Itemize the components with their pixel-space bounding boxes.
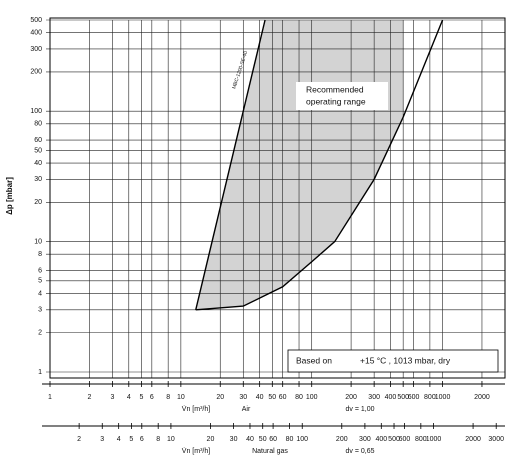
y-tick-label: 400 xyxy=(30,29,42,36)
x-tick-label: 4 xyxy=(127,394,131,401)
x-tick-label: 800 xyxy=(424,394,436,401)
conditions: +15 °C , 1013 mbar, dry xyxy=(360,355,451,365)
x-tick-label: 20 xyxy=(216,394,224,401)
x2-tick-label: 300 xyxy=(359,436,371,443)
y-tick-label: 500 xyxy=(30,17,42,24)
range-label: operating range xyxy=(306,96,366,106)
x-tick-label: 10 xyxy=(177,394,185,401)
plot-frame xyxy=(49,17,506,379)
x-tick-label: 6 xyxy=(150,394,154,401)
x2-tick-label: 200 xyxy=(336,436,348,443)
x2-tick-label: 60 xyxy=(269,436,277,443)
range-label: Recommended xyxy=(306,84,364,94)
x2-tick-label: 1000 xyxy=(426,436,442,443)
y-tick-label: 300 xyxy=(30,46,42,53)
y-tick-label: 40 xyxy=(34,160,42,167)
y-tick-label: 200 xyxy=(30,69,42,76)
x-tick-label: 30 xyxy=(239,394,247,401)
x2-tick-label: 40 xyxy=(246,436,254,443)
x-tick-label: 2 xyxy=(87,394,91,401)
x2-axis-note: dv = 0,65 xyxy=(346,448,375,455)
range-label-box xyxy=(296,82,388,110)
y-tick-label: 50 xyxy=(34,147,42,154)
x-axis-name: Air xyxy=(242,406,251,413)
x2-tick-label: 3 xyxy=(100,436,104,443)
x-tick-label: 1000 xyxy=(435,394,451,401)
x2-tick-label: 6 xyxy=(140,436,144,443)
x2-tick-label: 30 xyxy=(230,436,238,443)
conditions: Based on xyxy=(296,355,332,365)
x2-tick-label: 10 xyxy=(167,436,175,443)
x-tick-label: 100 xyxy=(306,394,318,401)
x2-tick-label: 2 xyxy=(77,436,81,443)
y-tick-label: 60 xyxy=(34,137,42,144)
y-tick-label: 8 xyxy=(38,251,42,258)
x2-tick-label: 3000 xyxy=(488,436,504,443)
curve xyxy=(195,19,266,310)
x-tick-label: 500 xyxy=(397,394,409,401)
x-axis-label: V̇n [m³/h] xyxy=(182,405,210,413)
y-tick-label: 3 xyxy=(38,307,42,314)
x-tick-label: 1 xyxy=(48,394,52,401)
x-axis-note: dv = 1,00 xyxy=(346,406,375,413)
x-tick-label: 8 xyxy=(166,394,170,401)
x-tick-label: 80 xyxy=(295,394,303,401)
x2-tick-label: 100 xyxy=(296,436,308,443)
x2-tick-label: 50 xyxy=(259,436,267,443)
x2-tick-label: 4 xyxy=(117,436,121,443)
x2-tick-label: 500 xyxy=(388,436,400,443)
x-tick-label: 40 xyxy=(256,394,264,401)
y-tick-label: 10 xyxy=(34,238,42,245)
x-tick-label: 2000 xyxy=(474,394,490,401)
y-tick-label: 6 xyxy=(38,267,42,274)
curve-label: MBC-1200-SE-40 xyxy=(231,50,249,90)
y-tick-label: 80 xyxy=(34,121,42,128)
curve xyxy=(195,19,444,311)
x2-tick-label: 800 xyxy=(415,436,427,443)
y-tick-label: 4 xyxy=(38,290,42,297)
y-axis-label: Δp [mbar] xyxy=(5,177,14,215)
y-tick-label: 100 xyxy=(30,108,42,115)
x-tick-label: 5 xyxy=(140,394,144,401)
y-tick-label: 5 xyxy=(38,278,42,285)
y-tick-label: 20 xyxy=(34,199,42,206)
x-tick-label: 600 xyxy=(408,394,420,401)
x-tick-label: 200 xyxy=(345,394,357,401)
x-tick-label: 3 xyxy=(110,394,114,401)
y-tick-label: 30 xyxy=(34,176,42,183)
x-tick-label: 50 xyxy=(268,394,276,401)
y-tick-label: 1 xyxy=(38,369,42,376)
x-tick-label: 300 xyxy=(368,394,380,401)
x2-tick-label: 20 xyxy=(207,436,215,443)
operating-range xyxy=(195,20,404,310)
y-tick-label: 2 xyxy=(38,330,42,337)
x2-tick-label: 600 xyxy=(399,436,411,443)
x2-tick-label: 80 xyxy=(286,436,294,443)
x2-axis-name: Natural gas xyxy=(252,448,288,455)
x2-tick-label: 8 xyxy=(156,436,160,443)
x2-tick-label: 2000 xyxy=(465,436,481,443)
x-tick-label: 60 xyxy=(279,394,287,401)
x2-tick-label: 400 xyxy=(375,436,387,443)
x2-tick-label: 5 xyxy=(129,436,133,443)
conditions-box xyxy=(287,349,499,373)
x-tick-label: 400 xyxy=(385,394,397,401)
x2-axis-label: V̇n [m³/h] xyxy=(182,447,210,455)
